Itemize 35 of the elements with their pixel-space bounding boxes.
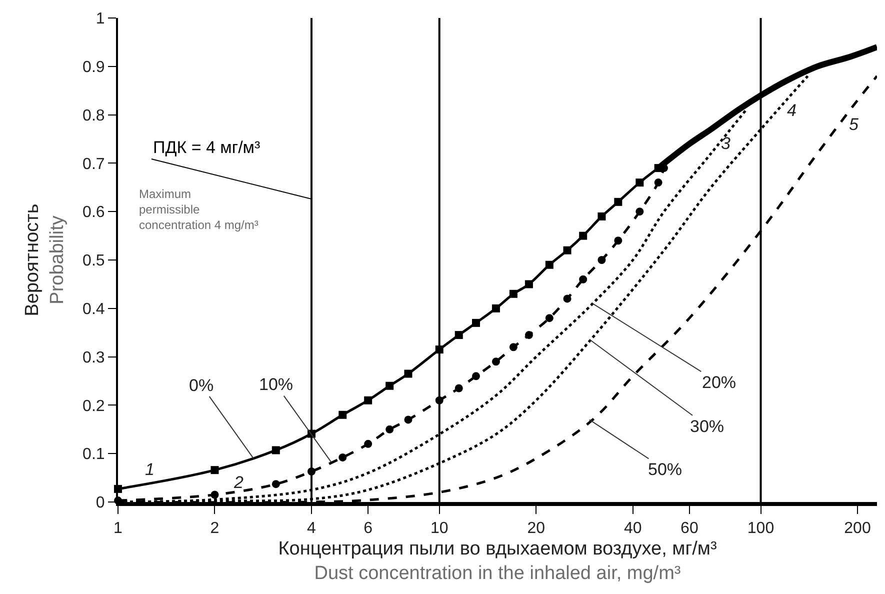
x-tick-label: 40 [624, 520, 642, 538]
annotation: 3 [721, 134, 731, 153]
y-tick-label: 0.5 [82, 252, 105, 270]
annotation: 10% [259, 375, 294, 394]
x-tick-label: 6 [364, 520, 373, 538]
y-tick-label: 0.7 [82, 156, 105, 173]
annotation: 4 [787, 101, 796, 120]
x-tick-label: 1 [114, 520, 123, 538]
annotation: 1 [145, 460, 154, 479]
x-tick-label: 200 [844, 520, 871, 538]
x-axis-title: Концентрация пыли во вдыхаемом воздухе, мг/м³ Dust concentration in the inhaled air, mg/m³ [278, 538, 717, 584]
ref-line-label: ПДК = 4 мг/м³ [153, 138, 260, 157]
y-tick-label: 0.1 [82, 446, 105, 464]
y-tick-label: 0.2 [82, 398, 105, 415]
annotation: 2 [233, 473, 244, 492]
x-tick-label: 2 [210, 520, 220, 538]
annotation: 20% [702, 373, 736, 392]
x-tick-label: 20 [527, 520, 546, 538]
annotation: 50% [648, 460, 682, 479]
annotation: 0% [189, 376, 214, 395]
x-tick-label: 100 [747, 520, 774, 538]
y-tick-label: 1 [96, 10, 105, 28]
y-tick-label: 0.8 [82, 107, 105, 124]
y-tick-label: 0.9 [82, 59, 105, 76]
x-tick-label: 10 [430, 520, 448, 538]
annotation: Maximum permissible concentration 4 mg/m³ [139, 187, 258, 232]
y-tick-label: 0 [96, 494, 105, 512]
y-tick-label: 0.4 [82, 301, 105, 318]
x-tick-label: 60 [680, 520, 698, 538]
annotation: 30% [690, 417, 724, 436]
y-tick-label: 0.6 [82, 204, 105, 222]
y-tick-label: 0.3 [82, 349, 105, 366]
x-tick-label: 4 [307, 520, 316, 538]
annotation: 5 [849, 115, 859, 134]
y-axis-title: Вероятность Probability [22, 204, 68, 316]
